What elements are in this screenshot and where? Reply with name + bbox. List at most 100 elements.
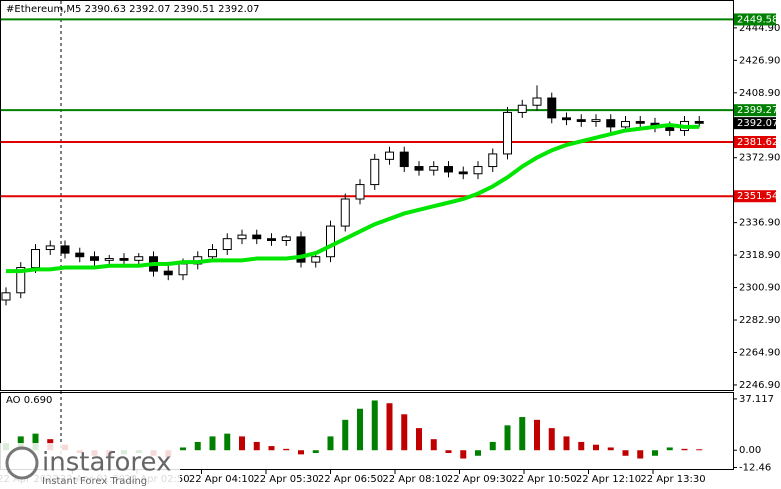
candle-body [237,234,247,240]
candle-body [503,111,512,155]
ao-bar [578,441,585,451]
candle-body [385,151,394,160]
y-tick-label: 2300.90 [739,283,780,294]
candle-body [296,236,306,263]
ao-bar [357,408,363,451]
current-label: 2392.07 [737,118,778,129]
ao-tick-label: -12.46 [739,462,771,473]
y-tick-label: 2426.90 [739,55,780,66]
candle-body [326,225,335,258]
ao-bar [445,450,452,453]
candle-body [621,120,630,128]
level-label: 2381.62 [737,137,778,148]
candle-body [458,171,468,175]
x-tick-label: 22 Apr 13:30 [640,474,705,485]
ao-bar [283,448,290,451]
ao-bar [268,446,275,451]
ao-bar [342,419,349,451]
ao-bar [416,428,422,451]
ao-bar [593,444,599,451]
watermark-tagline: Instant Forex Trading [42,476,147,487]
candle-body [45,245,55,251]
watermark-brand: instaforex [42,448,171,478]
candle-body [517,104,527,113]
ao-tick-label: 37.117 [739,394,774,405]
y-tick-label: 2246.90 [739,380,780,391]
moving-average [6,123,700,274]
candle-body [16,267,26,294]
ao-title: AO 0.690 [6,395,52,406]
ao-bar [652,450,658,456]
candle-body [1,292,11,301]
y-tick-label: 2282.90 [739,315,780,326]
x-tick-label: 22 Apr 06:50 [318,474,383,485]
ao-bar [209,436,216,451]
watermark-logo [5,446,39,480]
ao-bar [563,436,570,451]
candle-body [252,234,262,240]
level-tag [734,104,776,117]
ao-bar [327,436,334,451]
ao-bar [430,439,437,451]
x-tick-label: 22 Apr 05:30 [253,474,318,485]
candle-body [488,153,498,168]
y-tick-label: 2444.90 [739,23,780,34]
ao-bar [696,449,703,451]
candle-body [606,119,616,128]
level-label: 2351.54 [737,191,778,202]
ao-bar [253,441,260,451]
ao-bar [666,447,673,451]
candle-body [635,120,645,124]
y-tick-label: 2336.90 [739,218,780,229]
candle-body [694,120,704,124]
ao-bar [681,448,688,451]
level-label: 2449.58 [737,14,778,25]
x-tick-label: 22 Apr 12:10 [576,474,641,485]
candle-body [163,270,173,276]
candle-body [562,117,571,121]
candle-body [119,258,129,261]
ao-tick-label: 0.00 [739,445,761,456]
candle-body [473,166,483,175]
ao-frame [0,392,734,470]
watermark: instaforex Instant Forex Trading [0,443,180,489]
level-label: 2399.27 [737,105,778,116]
ao-bar [607,447,614,451]
candle-body [222,238,232,251]
candle-body [429,166,439,171]
main-frame [0,0,734,391]
candle-body [532,97,542,106]
candle-body [414,166,424,171]
ao-bar [637,450,644,459]
level-tag [734,135,776,148]
ao-bar [371,400,378,451]
candle-body [90,256,99,261]
ao-bar [489,441,496,451]
y-tick-label: 2372.90 [739,153,780,164]
candle-body [178,263,188,276]
ao-bar [32,433,39,451]
ao-bar [298,450,304,455]
ao-bar [504,425,511,451]
y-tick-label: 2264.90 [739,347,780,358]
x-tick-label: 22 Apr 10:50 [511,474,576,485]
candle-body [340,198,350,227]
chart-title: #Ethereum,M5 2390.63 2392.07 2390.51 239… [6,4,260,15]
candle-body [547,97,557,119]
ao-bar [180,447,186,451]
x-tick-label: 22 Apr 04:10 [189,474,254,485]
current-tag [734,117,776,130]
candle-body [281,236,291,241]
ao-bar [534,419,540,451]
candle-body [591,119,601,122]
x-tick-label: 22 Apr 09:30 [447,474,512,485]
candle-body [370,158,380,186]
ao-bar [386,403,393,451]
candle-body [208,249,217,258]
candle-body [60,245,70,254]
candle-body [31,249,40,269]
candle-body [267,238,276,241]
ao-bar [519,417,526,451]
